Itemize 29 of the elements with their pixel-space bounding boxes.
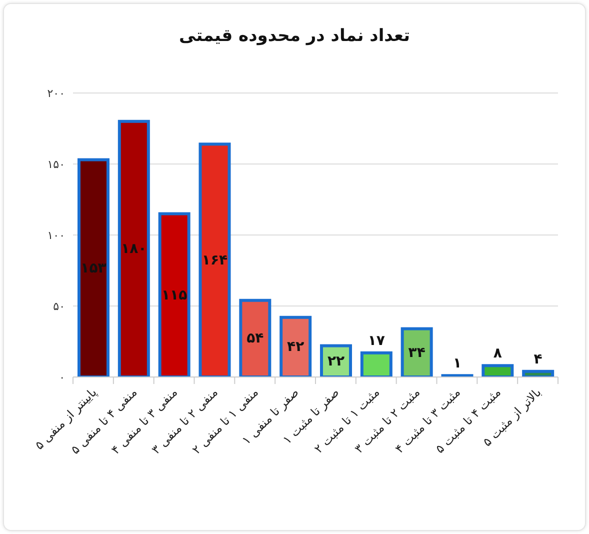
data-label: ۱۶۴ [202, 252, 228, 269]
data-label: ۱۷ [368, 332, 386, 349]
data-label: ۱ [452, 356, 462, 372]
bar [78, 158, 110, 377]
data-label: ۱۵۳ [80, 260, 107, 276]
chart-title: تعداد نماد در محدوده قیمتی [178, 26, 411, 46]
y-tick-label: ۵۰ [53, 300, 65, 313]
data-label: ۱۱۵ [162, 287, 188, 304]
data-label: ۴۲ [287, 339, 305, 356]
data-label: ۸ [493, 346, 502, 362]
bar [158, 212, 190, 377]
data-label: ۲۲ [327, 353, 345, 370]
y-tick-label: ۰ [59, 370, 65, 384]
data-label: ۴ [534, 351, 543, 368]
data-label: ۱۸۰ [121, 241, 147, 258]
data-label: ۵۴ [246, 330, 264, 347]
bar [280, 316, 312, 377]
bar [482, 364, 514, 377]
bar [239, 298, 272, 377]
data-label: ۳۴ [408, 344, 426, 361]
bar [198, 142, 231, 377]
y-tick-label: ۱۵۰ [47, 158, 65, 171]
bar [320, 344, 352, 377]
bar [400, 327, 433, 377]
bar [522, 370, 554, 377]
bar [360, 351, 392, 377]
bar [118, 120, 150, 377]
y-tick-label: ۱۰۰ [47, 228, 65, 242]
y-tick-label: ۲۰۰ [47, 86, 65, 100]
